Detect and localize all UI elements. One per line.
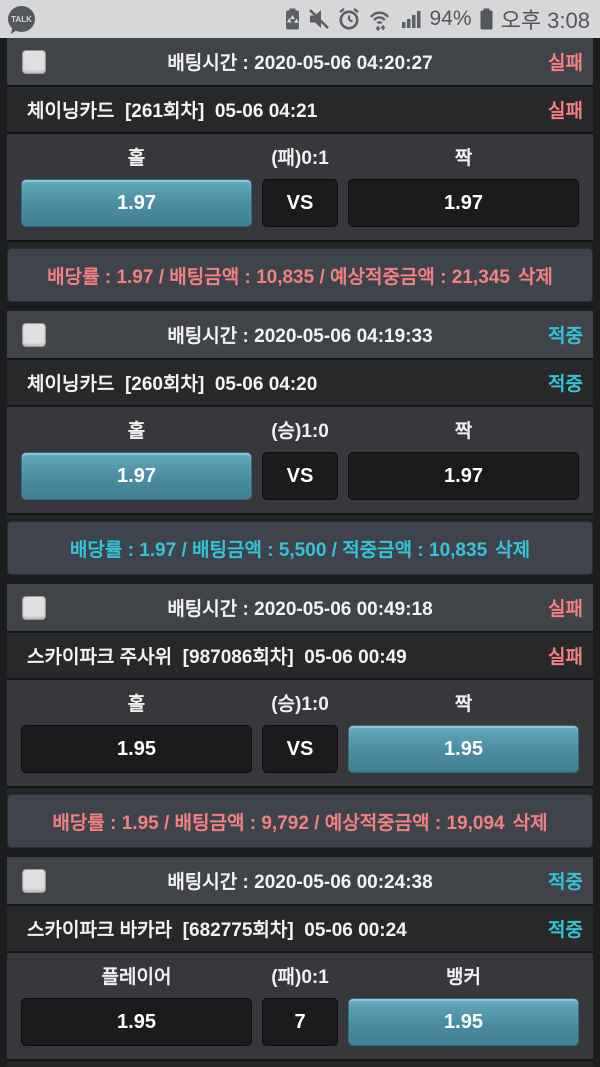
column-label-left: 홀 — [127, 421, 146, 442]
game-row: 스카이파크 주사위 [987086회차] 05-06 00:49 실패 — [7, 631, 593, 678]
bet-summary-text: 배당률 : 1.95 / 배팅금액 : 9,792 / 예상적중금액 : 19,… — [52, 812, 505, 834]
odds-button-left[interactable]: 1.95 — [21, 725, 252, 773]
footer-gap — [7, 242, 593, 248]
battery-percent: 94% — [429, 7, 472, 30]
card-header: 배팅시간 : 2020-05-06 04:20:27 실패 — [7, 38, 593, 85]
delete-link[interactable]: 삭제 — [512, 812, 548, 834]
bet-summary: 배당률 : 1.95 / 배팅금액 : 9,792 / 예상적중금액 : 19,… — [7, 794, 593, 848]
bet-card: 배팅시간 : 2020-05-06 04:20:27 실패 체이닝카드 [261… — [7, 38, 593, 302]
card-header: 배팅시간 : 2020-05-06 04:19:33 적중 — [7, 311, 593, 358]
bet-summary-text: 배당률 : 1.97 / 배팅금액 : 10,835 / 예상적중금액 : 21… — [47, 266, 510, 288]
status-badge: 실패 — [548, 599, 583, 620]
kakaotalk-label: TALK — [11, 14, 32, 24]
odds-button-left[interactable]: 1.95 — [21, 998, 252, 1046]
odds-button-center: VS — [262, 179, 338, 227]
odds-panel: 홀 (승)1:0 짝 1.97 VS 1.97 — [7, 405, 593, 515]
odds-button-right[interactable]: 1.97 — [348, 179, 579, 227]
column-label-left: 홀 — [127, 148, 146, 169]
status-bar: TALK — [0, 0, 600, 38]
bet-time: 배팅시간 : 2020-05-06 00:24:38 — [167, 872, 433, 893]
odds-button-left[interactable]: 1.97 — [21, 452, 252, 500]
bet-time: 배팅시간 : 2020-05-06 00:49:18 — [167, 599, 433, 620]
select-checkbox[interactable] — [22, 49, 46, 74]
column-label-right: 짝 — [454, 694, 473, 715]
select-checkbox[interactable] — [22, 322, 46, 347]
status-badge: 적중 — [548, 872, 583, 893]
game-status-badge: 실패 — [548, 101, 583, 122]
card-header: 배팅시간 : 2020-05-06 00:49:18 실패 — [7, 584, 593, 631]
bet-summary: 배당률 : 1.97 / 배팅금액 : 5,500 / 적중금액 : 10,83… — [7, 521, 593, 575]
column-label-center: (승)1:0 — [271, 421, 329, 442]
game-row: 스카이파크 바카라 [682775회차] 05-06 00:24 적중 — [7, 904, 593, 951]
kakaotalk-notification-icon: TALK — [8, 6, 35, 32]
game-status-badge: 적중 — [548, 374, 583, 395]
game-title: 스카이파크 주사위 [987086회차] 05-06 00:49 — [27, 647, 407, 668]
select-checkbox[interactable] — [22, 595, 46, 620]
odds-button-center: 7 — [262, 998, 338, 1046]
column-label-center: (패)0:1 — [271, 967, 329, 988]
odds-button-right[interactable]: 1.97 — [348, 452, 579, 500]
wifi-icon — [369, 11, 389, 31]
odds-button-right[interactable]: 1.95 — [348, 998, 579, 1046]
bet-summary: 배당률 : 1.97 / 배팅금액 : 10,835 / 예상적중금액 : 21… — [7, 248, 593, 302]
odds-button-left[interactable]: 1.97 — [21, 179, 252, 227]
game-row: 체이닝카드 [260회차] 05-06 04:20 적중 — [7, 358, 593, 405]
footer-gap — [7, 788, 593, 794]
card-header: 배팅시간 : 2020-05-06 00:24:38 적중 — [7, 857, 593, 904]
bet-history-list: 배팅시간 : 2020-05-06 04:20:27 실패 체이닝카드 [261… — [0, 38, 600, 1067]
signal-icon — [401, 11, 421, 28]
bet-summary-text: 배당률 : 1.97 / 배팅금액 : 5,500 / 적중금액 : 10,83… — [69, 539, 488, 561]
column-label-right: 짝 — [454, 148, 473, 169]
status-badge: 실패 — [548, 53, 583, 74]
game-status-badge: 적중 — [548, 920, 583, 941]
column-label-right: 짝 — [454, 421, 473, 442]
column-label-left: 홀 — [127, 694, 146, 715]
odds-button-center: VS — [262, 725, 338, 773]
odds-button-right[interactable]: 1.95 — [348, 725, 579, 773]
alarm-icon — [338, 8, 359, 30]
bet-time: 배팅시간 : 2020-05-06 04:19:33 — [167, 326, 433, 347]
column-label-right: 뱅커 — [446, 967, 481, 988]
bet-card: 배팅시간 : 2020-05-06 00:49:18 실패 스카이파크 주사위 … — [7, 584, 593, 848]
game-title: 스카이파크 바카라 [682775회차] 05-06 00:24 — [27, 920, 407, 941]
odds-panel: 홀 (패)0:1 짝 1.97 VS 1.97 — [7, 132, 593, 242]
clock: 오후 3:08 — [500, 8, 590, 33]
game-status-badge: 실패 — [548, 647, 583, 668]
column-label-left: 플레이어 — [101, 967, 172, 988]
battery-saver-icon — [285, 8, 299, 30]
column-label-center: (승)1:0 — [271, 694, 329, 715]
bet-card: 배팅시간 : 2020-05-06 04:19:33 적중 체이닝카드 [260… — [7, 311, 593, 575]
status-badge: 적중 — [548, 326, 583, 347]
mute-icon — [308, 9, 329, 29]
footer-gap — [7, 515, 593, 521]
game-title: 체이닝카드 [261회차] 05-06 04:21 — [27, 101, 318, 122]
game-row: 체이닝카드 [261회차] 05-06 04:21 실패 — [7, 85, 593, 132]
bet-card: 배팅시간 : 2020-05-06 00:24:38 적중 스카이파크 바카라 … — [7, 857, 593, 1067]
delete-link[interactable]: 삭제 — [517, 266, 553, 288]
odds-button-center: VS — [262, 452, 338, 500]
column-label-center: (패)0:1 — [271, 148, 329, 169]
delete-link[interactable]: 삭제 — [495, 539, 531, 561]
bet-time: 배팅시간 : 2020-05-06 04:20:27 — [167, 53, 433, 74]
game-title: 체이닝카드 [260회차] 05-06 04:20 — [27, 374, 318, 395]
battery-icon — [480, 8, 493, 30]
footer-gap — [7, 1061, 593, 1067]
select-checkbox[interactable] — [22, 868, 46, 893]
odds-panel: 홀 (승)1:0 짝 1.95 VS 1.95 — [7, 678, 593, 788]
odds-panel: 플레이어 (패)0:1 뱅커 1.95 7 1.95 — [7, 951, 593, 1061]
